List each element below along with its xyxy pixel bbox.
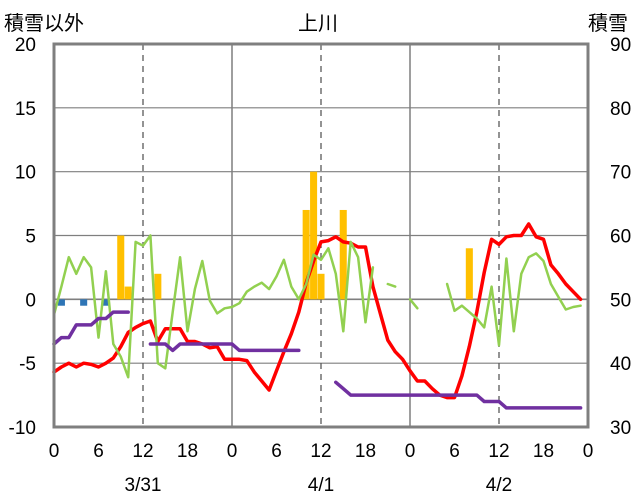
precipitation-bar xyxy=(124,286,132,300)
snow_depth-line xyxy=(334,380,583,410)
x-tick-label: 0 xyxy=(405,441,416,462)
bar-series xyxy=(57,171,473,306)
temperature-line xyxy=(52,222,583,400)
precipitation-bar xyxy=(465,248,473,300)
chart-title: 上川 xyxy=(298,13,338,35)
precipitation-bar xyxy=(339,209,347,300)
date-label: 4/2 xyxy=(486,475,512,496)
left-tick-label: 15 xyxy=(15,99,36,120)
wind_segment_3-line xyxy=(408,298,419,310)
right-tick-label: 50 xyxy=(610,290,631,311)
precipitation-bar xyxy=(154,273,162,300)
x-tick-label: 12 xyxy=(310,441,331,462)
wind-line xyxy=(52,234,375,379)
snow_depth-line xyxy=(52,310,130,346)
left-tick-label: -10 xyxy=(9,418,36,439)
snowfall-bar xyxy=(80,299,88,306)
right-tick-label: 90 xyxy=(610,35,631,56)
snowfall-bar xyxy=(102,299,110,306)
wind_segment_2-line xyxy=(386,282,397,288)
x-tick-label: 6 xyxy=(271,441,282,462)
x-tick-label: 18 xyxy=(355,441,376,462)
right-tick-label: 70 xyxy=(610,163,631,184)
x-tick-label: 6 xyxy=(449,441,460,462)
x-tick-label: 0 xyxy=(49,441,60,462)
x-tick-label: 12 xyxy=(488,441,509,462)
date-label: 3/31 xyxy=(125,475,162,496)
precipitation-bar xyxy=(117,235,125,300)
plot-frame xyxy=(52,42,590,429)
right-tick-label: 60 xyxy=(610,227,631,248)
right-axis-title: 積雪 xyxy=(588,13,628,35)
right-tick-label: 80 xyxy=(610,99,631,120)
precipitation-bar xyxy=(302,209,310,300)
line-series xyxy=(52,222,583,410)
snow_depth-line xyxy=(148,342,301,353)
precipitation-bar xyxy=(317,273,325,300)
wind_segment_4-line xyxy=(445,252,582,347)
snowfall-bar xyxy=(57,299,65,306)
x-tick-label: 18 xyxy=(177,441,198,462)
left-axis-title: 積雪以外 xyxy=(4,13,84,35)
left-tick-label: 5 xyxy=(25,227,36,248)
x-tick-label: 6 xyxy=(93,441,104,462)
right-tick-label: 40 xyxy=(610,354,631,375)
left-tick-label: 0 xyxy=(25,290,36,311)
x-tick-label: 12 xyxy=(132,441,153,462)
x-tick-label: 0 xyxy=(583,441,594,462)
date-label: 4/1 xyxy=(308,475,334,496)
left-tick-label: 10 xyxy=(15,163,36,184)
right-tick-label: 30 xyxy=(610,418,631,439)
precipitation-bar xyxy=(310,171,318,300)
left-tick-label: 20 xyxy=(15,35,36,56)
x-tick-label: 18 xyxy=(533,441,554,462)
x-tick-label: 0 xyxy=(227,441,238,462)
left-tick-label: -5 xyxy=(19,354,36,375)
